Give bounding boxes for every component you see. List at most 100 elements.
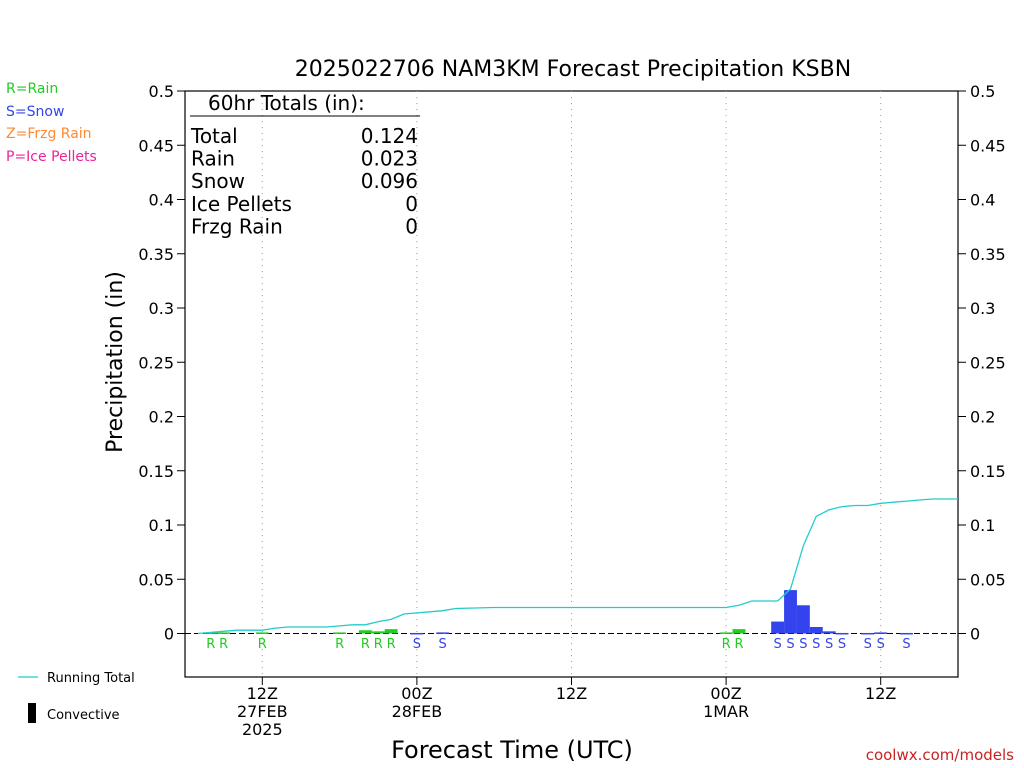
y-tick-label-left: 0.4	[149, 191, 174, 210]
y-tick-label-right: 0.3	[970, 299, 995, 318]
y-tick-label-left: 0.2	[149, 408, 174, 427]
precip-type-symbol: S	[774, 637, 782, 652]
x-axis-label: Forecast Time (UTC)	[391, 736, 633, 764]
precip-type-symbol: S	[877, 637, 885, 652]
totals-row-value: 0	[405, 214, 418, 238]
x-tick-label: 12Z	[556, 684, 587, 703]
precip-bars	[204, 590, 913, 635]
precip-bar	[900, 632, 913, 635]
precip-bar	[796, 605, 810, 634]
precip-bar	[719, 632, 733, 634]
y-tick-label-left: 0.35	[138, 245, 174, 264]
totals-box: 60hr Totals (in): Total 0.124 Rain 0.023 Sno…	[190, 91, 420, 238]
x-tick-label: 00Z	[401, 684, 432, 703]
legend-frzg-rain: Z=Frzg Rain	[6, 126, 92, 142]
x-tick-label: 27FEB	[237, 702, 288, 721]
y-tick-label-left: 0.45	[138, 136, 174, 155]
y-tick-label-left: 0	[164, 625, 174, 644]
precip-bar	[861, 632, 875, 635]
y-tick-label-right: 0.35	[970, 245, 1006, 264]
precip-bar	[255, 632, 269, 634]
convective-legend-swatch	[28, 703, 36, 723]
y-tick-label-left: 0.25	[138, 353, 174, 372]
y-tick-label-right: 0.4	[970, 191, 995, 210]
totals-row-value: 0	[405, 192, 418, 216]
y-tick-label-right: 0.15	[970, 462, 1006, 481]
y-tick-label-right: 0	[970, 625, 980, 644]
totals-row-label: Frzg Rain	[191, 214, 283, 238]
precip-type-symbol: R	[335, 637, 344, 652]
precip-bar	[835, 632, 849, 635]
y-tick-label-left: 0.3	[149, 299, 174, 318]
precip-type-symbol: S	[786, 637, 794, 652]
totals-row-label: Rain	[191, 147, 235, 171]
precip-type-symbol: R	[258, 637, 267, 652]
precip-bar	[874, 632, 888, 634]
grid-lines	[261, 91, 882, 677]
totals-row-value: 0.096	[361, 169, 418, 193]
precip-bar	[771, 621, 785, 634]
y-tick-label-left: 0.1	[149, 516, 174, 535]
x-tick-label: 1MAR	[703, 702, 749, 721]
precip-type-symbol: S	[799, 637, 807, 652]
precip-type-symbol: S	[902, 637, 910, 652]
totals-row-label: Snow	[191, 169, 245, 193]
legend-rain: R=Rain	[6, 81, 59, 97]
precip-bar	[410, 632, 424, 635]
y-tick-label-right: 0.1	[970, 516, 995, 535]
precip-type-symbol: R	[361, 637, 370, 652]
precip-bar	[384, 629, 398, 634]
precip-bar	[809, 626, 823, 634]
chart-title: 2025022706 NAM3KM Forecast Precipitation…	[295, 57, 851, 82]
convective-legend-label: Convective	[47, 708, 120, 723]
precip-type-symbol: R	[387, 637, 396, 652]
precip-bar	[204, 632, 218, 634]
y-tick-label-right: 0.25	[970, 353, 1006, 372]
x-tick-label: 12Z	[247, 684, 278, 703]
precip-type-symbol: R	[374, 637, 383, 652]
precip-type-symbol: R	[734, 637, 743, 652]
totals-row-value: 0.124	[361, 124, 418, 148]
running-total-legend-label: Running Total	[47, 671, 135, 686]
x-tick-label: 28FEB	[392, 702, 443, 721]
precip-type-symbol: R	[219, 637, 228, 652]
precip-bar	[784, 590, 797, 634]
precip-type-symbol: S	[864, 637, 872, 652]
totals-row-label: Total	[190, 124, 238, 148]
y-tick-label-left: 0.05	[138, 570, 174, 589]
legend-snow: S=Snow	[6, 104, 65, 120]
watermark: coolwx.com/models	[866, 746, 1014, 764]
x-tick-label: 12Z	[865, 684, 896, 703]
precip-bar	[358, 630, 372, 634]
precip-type-symbol: R	[206, 637, 215, 652]
y-tick-label-left: 0.15	[138, 462, 174, 481]
y-tick-label-right: 0.45	[970, 136, 1006, 155]
y-axis-label: Precipitation (in)	[103, 271, 128, 453]
x-tick-label: 2025	[242, 720, 283, 739]
totals-row-label: Ice Pellets	[191, 192, 292, 216]
precip-type-symbol: S	[439, 637, 447, 652]
precip-bar	[371, 631, 385, 634]
totals-rows: Total 0.124 Rain 0.023 Snow 0.096 Ice Pellets 0…	[190, 124, 418, 238]
precip-bar	[822, 631, 836, 634]
y-tick-label-right: 0.05	[970, 570, 1006, 589]
legend-ice-pellets: P=Ice Pellets	[6, 149, 97, 165]
precip-type-symbol: S	[413, 637, 421, 652]
x-tick-label: 00Z	[710, 684, 741, 703]
y-tick-label-right: 0.2	[970, 408, 995, 427]
precip-type-symbol: S	[825, 637, 833, 652]
y-axis-ticks: 0 00.05 0.050.1 0.10.15 0.150.2 0.20.25 0.250.…	[138, 82, 1005, 644]
precip-bar	[217, 632, 231, 634]
precip-type-symbol: R	[722, 637, 731, 652]
totals-row-value: 0.023	[361, 147, 418, 171]
precip-bar	[732, 629, 746, 634]
y-tick-label-left: 0.5	[149, 82, 174, 101]
y-tick-label-right: 0.5	[970, 82, 995, 101]
totals-header: 60hr Totals (in):	[208, 91, 365, 115]
running-total-line	[197, 498, 958, 635]
precip-bar	[333, 632, 347, 634]
precip-type-symbol: S	[812, 637, 820, 652]
